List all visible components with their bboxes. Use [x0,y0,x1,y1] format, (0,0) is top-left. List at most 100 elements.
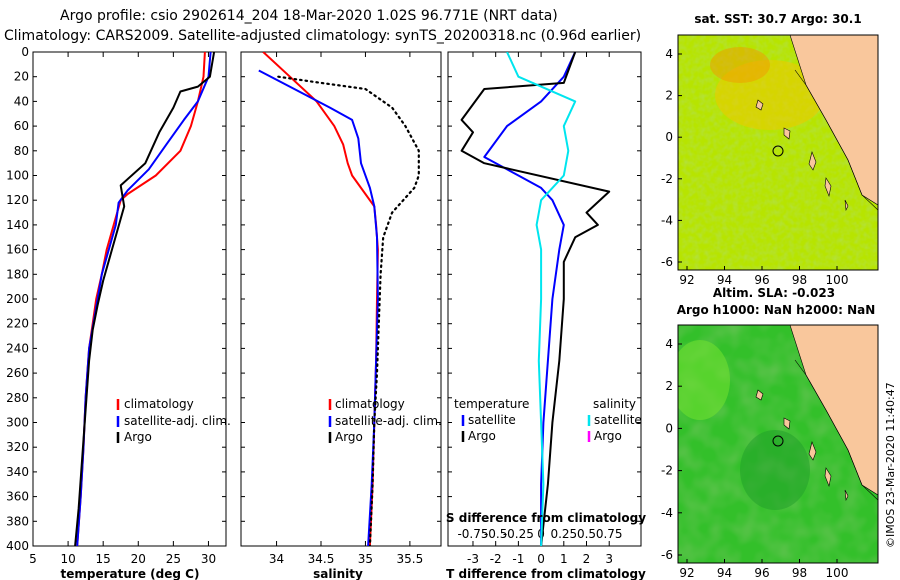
legend-argo-label: Argo [335,430,363,444]
x-tick-label: 0 [537,552,545,566]
x-tick-label: 15 [96,552,111,566]
lat-tick-label: -6 [661,548,673,562]
s-tick-label: -0.5 [484,527,507,541]
depth-tick-label: 260 [6,366,29,380]
sst-lat-ticks: 4 2 0 -2 -4 -6 [661,47,682,269]
s-tick-label: 0.75 [596,527,623,541]
x-tick-label: 1 [560,552,568,566]
depth-tick-label: 200 [6,292,29,306]
x-tick-label: -2 [490,552,502,566]
salinity-series [258,52,420,546]
lat-tick-label: -2 [661,464,673,478]
series-line-climatology [262,52,379,546]
difference-series [460,52,611,546]
legend-argo-label: Argo [124,430,152,444]
legend-climatology-label: climatology [335,397,405,411]
depth-tick-label: 0 [21,45,29,59]
salinity-panel: 34 34.5 35 35.5 salinity climatology satell… [240,51,442,580]
lat-tick-label: 2 [665,379,673,393]
depth-tick-label: 360 [6,490,29,504]
sla-map: Altim. SLA: -0.023 Argo h1000: NaN h2000… [661,286,879,580]
legend-climatology-label: climatology [124,397,194,411]
t-difference-xlabel: T difference from climatology [446,567,646,580]
depth-tick-label: 80 [14,144,29,158]
temperature-axes-frame [32,51,227,547]
lat-tick-label: -2 [661,172,673,186]
depth-tick-label: 220 [6,317,29,331]
depth-tick-label: 40 [14,94,29,108]
temperature-tick-labels: 5 10 15 20 25 30 [29,51,226,566]
depth-tick-label: 340 [6,465,29,479]
temperature-xlabel: temperature (deg C) [61,567,200,580]
lon-tick-label: 100 [826,566,849,580]
sla-low-patch [740,430,810,510]
series-line-temperature-argo [460,52,611,546]
argo-position-marker [772,435,784,447]
difference-panel: -3 -2 -1 0 1 2 3 -0.75-0.5-0.25 0 0.25 0.5 0.75 S … [446,51,646,580]
salinity-axes-frame [240,51,442,547]
argo-position-marker [772,145,784,157]
x-tick-label: 35 [358,552,373,566]
x-tick-label: 10 [60,552,75,566]
x-tick-label: 20 [131,552,146,566]
lon-tick-label: 96 [754,273,769,287]
s-tick-label: -0.75 [457,527,488,541]
x-tick-label: -3 [467,552,479,566]
lon-tick-label: 94 [717,566,732,580]
temperature-panel: 0 20 40 60 80 100 120 140 160 180 200 220 240 260 280 3… [6,45,231,580]
sst-map-title: sat. SST: 30.7 Argo: 30.1 [694,12,861,26]
legend-temp-argo-label: Argo [468,429,496,443]
series-line-climatology [76,52,206,546]
depth-tick-label: 380 [6,514,29,528]
lon-tick-label: 96 [754,566,769,580]
sla-map-title2: Argo h1000: NaN h2000: NaN [677,303,876,317]
difference-legend: temperature satellite Argo salinity sate… [454,397,642,443]
legend-temperature-heading: temperature [454,397,529,411]
depth-tick-label: 300 [6,416,29,430]
mentawai-islands [755,99,849,212]
lat-tick-label: -6 [661,255,673,269]
depth-tick-labels: 0 20 40 60 80 100 120 140 160 180 200 220 240 260 280 3… [6,45,29,553]
lon-tick-label: 98 [792,566,807,580]
depth-tick-label: 60 [14,119,29,133]
s-tick-label: 0.25 [550,527,577,541]
lon-tick-label: 100 [826,273,849,287]
sla-map-frame [677,324,879,564]
depth-tick-label: 140 [6,218,29,232]
depth-tick-label: 320 [6,440,29,454]
x-tick-label: 2 [583,552,591,566]
lat-tick-label: 0 [665,421,673,435]
sla-high-patch [678,340,730,420]
lon-tick-label: 94 [717,273,732,287]
lat-tick-label: 0 [665,130,673,144]
lat-tick-label: 4 [665,47,673,61]
lat-tick-label: -4 [661,213,673,227]
salinity-legend: climatology satellite-adj. clim. Argo [328,397,442,444]
depth-tick-label: 400 [6,539,29,553]
depth-tick-label: 160 [6,243,29,257]
depth-tick-label: 240 [6,341,29,355]
depth-tick-label: 280 [6,391,29,405]
x-tick-label: 3 [605,552,613,566]
x-tick-label: 30 [201,552,216,566]
figure-title-line1: Argo profile: csio 2902614_204 18-Mar-20… [60,8,558,24]
lat-tick-label: -4 [661,506,673,520]
legend-satellite-label: satellite-adj. clim. [335,414,442,428]
temperature-series [74,52,216,546]
s-difference-tick-labels: -0.75-0.5-0.25 0 0.25 0.5 0.75 [457,527,622,541]
legend-satellite-label: satellite-adj. clim. [124,414,231,428]
legend-salinity-heading: salinity [593,397,636,411]
lat-tick-label: 4 [665,337,673,351]
sst-map: sat. SST: 30.7 Argo: 30.1 4 2 0 -2 -4 -6 92 94… [661,12,879,287]
s-difference-xlabel: S difference from climatology [446,511,646,525]
lon-tick-label: 92 [679,566,694,580]
series-line-temperature-satellite [483,52,577,546]
x-tick-label: 34.5 [308,552,335,566]
lon-tick-label: 92 [679,273,694,287]
t-difference-tick-labels: -3 -2 -1 0 1 2 3 [448,51,641,566]
series-line-argo [277,75,420,546]
series-line-salinity-satellite [506,52,577,546]
legend-sal-argo-label: Argo [594,429,622,443]
sla-lat-ticks: 4 2 0 -2 -4 -6 [661,337,682,562]
difference-axes-frame [447,51,642,547]
